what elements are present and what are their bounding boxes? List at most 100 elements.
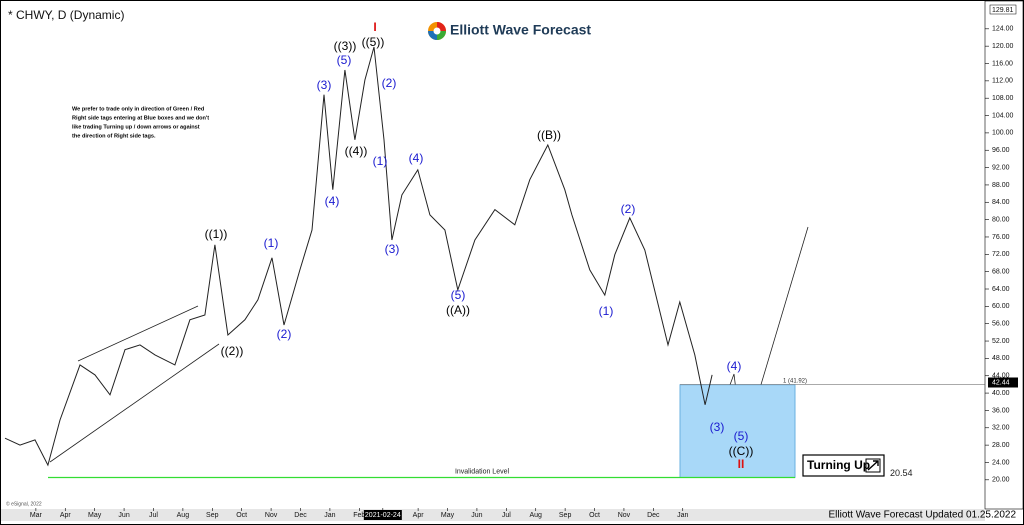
y-tick-label: 100.00 [992,130,1014,137]
y-tick-label: 64.00 [992,286,1010,293]
y-tick-label: 48.00 [992,355,1010,362]
y-tick-label: 92.00 [992,164,1010,171]
x-tick-label: Nov [265,512,278,519]
y-tick-label: 28.00 [992,442,1010,449]
logo-icon-center [433,27,441,35]
x-tick-label: Aug [177,512,190,519]
wave-label: ((A)) [446,303,470,317]
wave-label: (1) [264,236,279,250]
y-tick-label: 56.00 [992,321,1010,328]
note: We prefer to trade only in direction of … [68,104,230,142]
note-line: the direction of Right side tags. [72,133,156,139]
y-tick-label: 32.00 [992,425,1010,432]
x-tick-label: Apr [413,512,425,519]
y-tick-label: 108.00 [992,95,1014,102]
x-tick-label: Jun [471,512,482,519]
x-tick-label: May [88,512,102,519]
wave-label: (3) [710,420,725,434]
y-tick-label: 120.00 [992,43,1014,50]
wave-label: I [373,20,376,34]
x-tick-label: Aug [529,512,542,519]
turning-box: Turning Up [802,454,885,477]
turning-label: Turning Up [807,458,870,472]
note-box [68,104,230,142]
wave-label: ((C)) [729,444,754,458]
x-tick-label: Oct [589,512,600,519]
y-tick-label: 116.00 [992,60,1013,67]
price-axis [984,0,1024,510]
wave-label: (2) [382,76,397,90]
arrow-box [865,458,881,473]
wedge-line [49,343,220,463]
box-level-label: 1 (41.92) [783,378,807,384]
wave-label: ((B)) [537,128,561,142]
price-line [4,46,713,467]
x-tick-label: Nov [618,512,631,519]
wave-label: ((1)) [205,227,228,241]
note-line: Right side tags entering at Blue boxes a… [72,115,209,121]
chart-title: * CHWY, D (Dynamic) [8,8,124,22]
logo: Elliott Wave Forecast [428,22,591,40]
last-price-label: 42.44 [992,379,1010,386]
x-tick-label: Sep [559,512,572,519]
footer: Elliott Wave Forecast Updated 01.25.2022 [828,510,1016,521]
axis-top-value: 129.81 [992,7,1014,14]
y-tick-label: 124.00 [992,26,1014,33]
turning-box-frame [802,454,885,477]
wave-label: (4) [409,151,424,165]
x-cursor-box [363,510,402,520]
x-tick-label: Dec [647,512,660,519]
wave-label: ((4)) [345,144,368,158]
wave-label: (4) [325,194,340,208]
x-tick-label: May [441,512,455,519]
wave-label: (1) [373,154,388,168]
y-tick-label: 44.00 [992,373,1010,380]
y-tick-label: 80.00 [992,216,1010,223]
wave-label: ((3)) [334,39,357,53]
y-tick-label: 104.00 [992,112,1014,119]
wave-label: (5) [451,288,466,302]
y-tick-label: 20.00 [992,477,1010,484]
y-tick-label: 72.00 [992,251,1010,258]
axis-top-box [989,4,1017,15]
y-tick-label: 52.00 [992,338,1010,345]
x-tick-label: Apr [60,512,72,519]
x-tick-label: Jul [149,512,158,519]
wave-label: II [738,457,745,471]
x-tick-label: Jul [502,512,511,519]
wave-label: (3) [385,242,400,256]
x-tick-label: Jan [677,512,688,519]
wave-label: ((5)) [362,35,385,49]
x-tick-label: Jun [118,512,129,519]
wave-label: (2) [621,202,636,216]
x-tick-label: Sep [206,512,219,519]
invalidation-label: Invalidation Level [455,468,510,475]
note-line: like trading Turning up / down arrows or… [72,124,200,130]
x-tick-label: Feb [353,512,365,519]
wave-label: (5) [734,429,749,443]
wave-label: (3) [317,78,332,92]
axis-top-tag: 129.81 [989,4,1017,15]
y-tick-label: 88.00 [992,182,1010,189]
arrow-icon [867,460,879,471]
y-tick-label: 76.00 [992,234,1010,241]
wave-label: (4) [727,359,742,373]
wave-label: (5) [337,53,352,67]
wave-label: (1) [599,304,614,318]
x-tick-label: Oct [236,512,247,519]
last-price-tag [988,377,1018,388]
wedge-line [77,305,199,362]
time-axis [1,509,985,521]
y-tick-label: 68.00 [992,269,1010,276]
note-line: We prefer to trade only in direction of … [72,106,205,112]
y-tick-label: 112.00 [992,78,1013,85]
copyright: © eSignal, 2022 [6,500,42,507]
y-tick-label: 36.00 [992,407,1010,414]
y-tick-label: 60.00 [992,303,1010,310]
x-tick-label: Dec [294,512,307,519]
x-tick-label: Jan [324,512,335,519]
y-tick-label: 24.00 [992,459,1010,466]
logo-text: Elliott Wave Forecast [450,22,591,38]
